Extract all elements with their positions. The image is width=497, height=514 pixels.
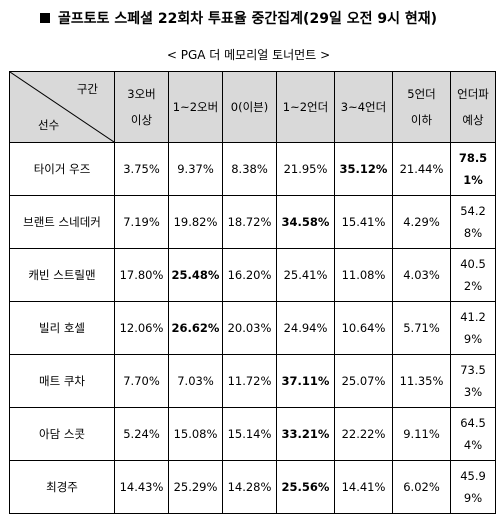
vote-rate-cell: 21.44% bbox=[392, 142, 451, 196]
vote-rate-cell: 5.71% bbox=[392, 301, 451, 355]
vote-rate-cell: 9.37% bbox=[168, 142, 223, 196]
vote-rate-cell: 7.03% bbox=[168, 354, 223, 408]
vote-rate-cell: 17.80% bbox=[114, 248, 169, 302]
vote-rate-cell: 7.70% bbox=[114, 354, 169, 408]
vote-rate-cell: 73.53% bbox=[450, 354, 496, 408]
vote-rate-cell: 14.28% bbox=[222, 460, 277, 514]
vote-rate-cell: 8.38% bbox=[222, 142, 277, 196]
player-name: 타이거 우즈 bbox=[9, 142, 115, 196]
header-section-label: 구간 bbox=[76, 82, 98, 96]
diagonal-line bbox=[10, 72, 114, 142]
table-row: 매트 쿠차 7.70% 7.03% 11.72% 37.11% 25.07% 11.35% 7… bbox=[9, 354, 496, 408]
header-col: 5언더 이하 bbox=[392, 71, 451, 143]
square-bullet-icon bbox=[40, 13, 50, 23]
table-row: 최경주 14.43% 25.29% 14.28% 25.56% 14.41% 6.02% 45… bbox=[9, 460, 496, 514]
vote-rate-cell: 3.75% bbox=[114, 142, 169, 196]
vote-rate-cell: 33.21% bbox=[276, 407, 335, 461]
vote-rate-cell: 19.82% bbox=[168, 195, 223, 249]
table-row: 아담 스콧 5.24% 15.08% 15.14% 33.21% 22.22% 9.11% 6… bbox=[9, 407, 496, 461]
vote-rate-cell: 12.06% bbox=[114, 301, 169, 355]
player-name: 빌리 호셀 bbox=[9, 301, 115, 355]
vote-rate-cell: 7.19% bbox=[114, 195, 169, 249]
vote-rate-cell: 14.43% bbox=[114, 460, 169, 514]
vote-rate-cell: 34.58% bbox=[276, 195, 335, 249]
vote-rate-cell: 20.03% bbox=[222, 301, 277, 355]
vote-rate-cell: 35.12% bbox=[334, 142, 393, 196]
table-row: 브랜트 스네데커 7.19% 19.82% 18.72% 34.58% 15.41% 4.2… bbox=[9, 195, 496, 249]
table-subtitle: < PGA 더 메모리얼 토너먼트 > bbox=[166, 48, 331, 62]
vote-rate-cell: 15.14% bbox=[222, 407, 277, 461]
vote-rate-cell: 64.54% bbox=[450, 407, 496, 461]
header-col: 1~2언더 bbox=[276, 71, 335, 143]
vote-rate-cell: 14.41% bbox=[334, 460, 393, 514]
vote-rate-cell: 25.41% bbox=[276, 248, 335, 302]
vote-rate-cell: 25.07% bbox=[334, 354, 393, 408]
player-name: 캐빈 스트릴맨 bbox=[9, 248, 115, 302]
vote-rate-cell: 26.62% bbox=[168, 301, 223, 355]
vote-rate-cell: 78.51% bbox=[450, 142, 496, 196]
vote-rate-cell: 10.64% bbox=[334, 301, 393, 355]
vote-rate-cell: 18.72% bbox=[222, 195, 277, 249]
header-row: 구간 선수 3오버 이상 1~2오버 0(이븐) 1~2언더 3~4언더 5언더 이… bbox=[9, 71, 496, 143]
vote-rate-cell: 37.11% bbox=[276, 354, 335, 408]
vote-rate-cell: 5.24% bbox=[114, 407, 169, 461]
vote-rate-cell: 25.48% bbox=[168, 248, 223, 302]
vote-rate-cell: 22.22% bbox=[334, 407, 393, 461]
vote-rate-cell: 15.41% bbox=[334, 195, 393, 249]
table-row: 빌리 호셀 12.06% 26.62% 20.03% 24.94% 10.64% 5.71%… bbox=[9, 301, 496, 355]
vote-rate-cell: 25.29% bbox=[168, 460, 223, 514]
vote-rate-cell: 11.35% bbox=[392, 354, 451, 408]
vote-rate-cell: 6.02% bbox=[392, 460, 451, 514]
table-row: 타이거 우즈 3.75% 9.37% 8.38% 21.95% 35.12% 21.44% 7… bbox=[9, 142, 496, 196]
header-col: 3~4언더 bbox=[334, 71, 393, 143]
vote-rate-cell: 4.03% bbox=[392, 248, 451, 302]
header-player-label: 선수 bbox=[38, 118, 60, 132]
header-col: 언더파 예상 bbox=[450, 71, 496, 143]
table-row: 캐빈 스트릴맨 17.80% 25.48% 16.20% 25.41% 11.08% 4.0… bbox=[9, 248, 496, 302]
title-text: 골프토토 스페셜 22회차 투표율 중간집계(29일 오전 9시 현재) bbox=[58, 11, 437, 27]
vote-rate-cell: 9.11% bbox=[392, 407, 451, 461]
vote-rate-cell: 16.20% bbox=[222, 248, 277, 302]
vote-rate-cell: 40.52% bbox=[450, 248, 496, 302]
vote-rate-cell: 11.08% bbox=[334, 248, 393, 302]
player-name: 아담 스콧 bbox=[9, 407, 115, 461]
vote-rate-cell: 24.94% bbox=[276, 301, 335, 355]
vote-rate-cell: 41.29% bbox=[450, 301, 496, 355]
header-col: 1~2오버 bbox=[168, 71, 223, 143]
header-col: 3오버 이상 bbox=[114, 71, 169, 143]
vote-rate-cell: 21.95% bbox=[276, 142, 335, 196]
player-name: 최경주 bbox=[9, 460, 115, 514]
header-diagonal-cell: 구간 선수 bbox=[9, 71, 115, 143]
vote-rate-cell: 54.28% bbox=[450, 195, 496, 249]
page-title: 골프토토 스페셜 22회차 투표율 중간집계(29일 오전 9시 현재) bbox=[40, 8, 480, 28]
header-col: 0(이븐) bbox=[222, 71, 277, 143]
vote-rate-cell: 45.99% bbox=[450, 460, 496, 514]
vote-rate-cell: 11.72% bbox=[222, 354, 277, 408]
vote-rate-cell: 25.56% bbox=[276, 460, 335, 514]
player-name: 매트 쿠차 bbox=[9, 354, 115, 408]
player-name: 브랜트 스네데커 bbox=[9, 195, 115, 249]
vote-rate-cell: 15.08% bbox=[168, 407, 223, 461]
vote-rate-table: 구간 선수 3오버 이상 1~2오버 0(이븐) 1~2언더 3~4언더 5언더 이… bbox=[9, 71, 496, 514]
vote-rate-cell: 4.29% bbox=[392, 195, 451, 249]
